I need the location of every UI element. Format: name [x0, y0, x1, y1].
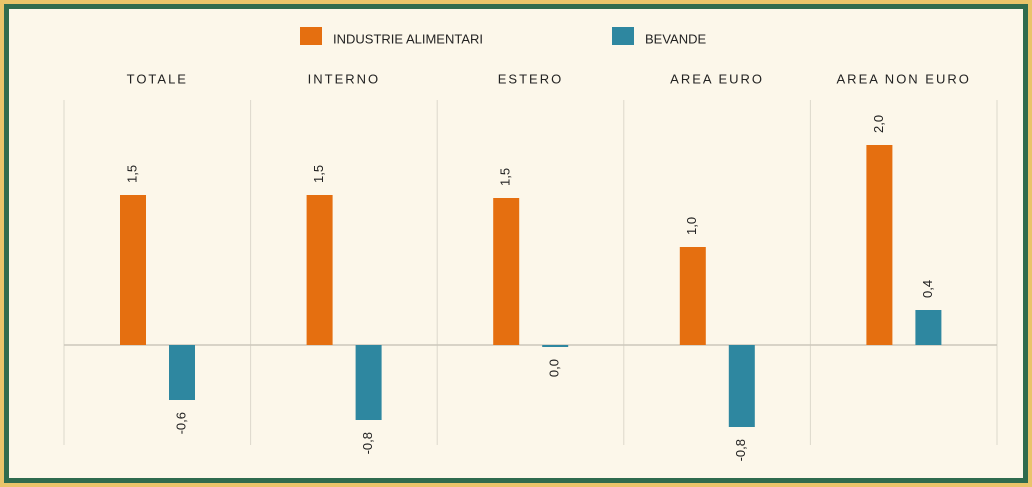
bar [306, 195, 333, 345]
value-label: 0,0 [547, 359, 562, 377]
value-label: 0,4 [920, 280, 935, 298]
legend-swatch [612, 27, 634, 45]
category-label: AREA NON EURO [837, 71, 971, 86]
value-label: -0,6 [173, 412, 188, 434]
bar [355, 345, 382, 420]
value-label: 1,5 [124, 165, 139, 183]
value-label: -0,8 [733, 439, 748, 461]
value-label: 1,5 [498, 168, 513, 186]
category-label: TOTALE [127, 71, 188, 86]
bar [679, 247, 706, 345]
category-label: ESTERO [498, 71, 563, 86]
value-label: 1,0 [684, 217, 699, 235]
value-label: 1,5 [311, 165, 326, 183]
category-label: AREA EURO [670, 71, 764, 86]
bar [728, 345, 755, 427]
bar [542, 345, 569, 347]
value-label: -0,8 [360, 432, 375, 454]
bar [169, 345, 195, 400]
value-label: 2,0 [871, 115, 886, 133]
bar [493, 198, 520, 345]
category-label: INTERNO [308, 71, 381, 86]
legend-label: BEVANDE [645, 31, 706, 46]
bar [866, 145, 893, 345]
legend-label: INDUSTRIE ALIMENTARI [333, 31, 483, 46]
bar [915, 310, 942, 345]
legend-swatch [300, 27, 322, 45]
bar [120, 195, 146, 345]
